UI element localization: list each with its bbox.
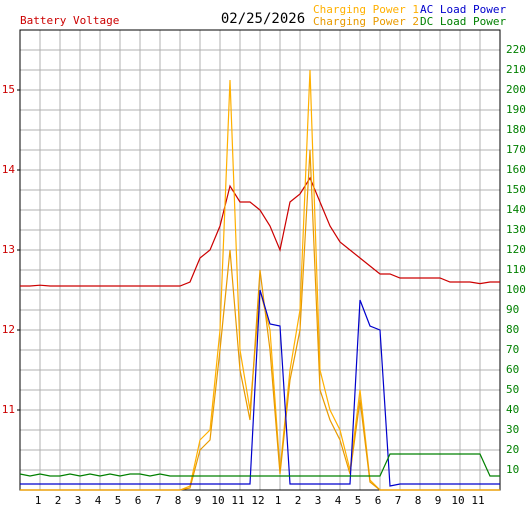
x-tick-label: 5 (355, 494, 362, 507)
x-tick-label: 9 (195, 494, 202, 507)
legend-label: AC Load Power (420, 3, 506, 16)
x-tick-label: 5 (115, 494, 122, 507)
y2-tick-label: 10 (506, 463, 519, 476)
x-tick-label: 3 (75, 494, 82, 507)
y2-tick-label: 30 (506, 423, 519, 436)
y2-tick-label: 160 (506, 163, 526, 176)
y2-tick-label: 170 (506, 143, 526, 156)
y2-tick-label: 60 (506, 363, 519, 376)
series-line (20, 289, 500, 487)
y2-tick-label: 110 (506, 263, 526, 276)
y2-tick-label: 200 (506, 83, 526, 96)
y-tick-label: 11 (2, 403, 15, 416)
x-tick-label: 2 (55, 494, 62, 507)
y2-tick-label: 40 (506, 403, 519, 416)
x-tick-label: 7 (155, 494, 162, 507)
x-tick-label: 8 (175, 494, 182, 507)
y2-tick-label: 50 (506, 383, 519, 396)
x-tick-label: 10 (211, 494, 224, 507)
plot-frame (19, 29, 501, 491)
y2-tick-label: 130 (506, 223, 526, 236)
x-tick-label: 3 (315, 494, 322, 507)
y2-tick-label: 90 (506, 303, 519, 316)
y-axis-label: Battery Voltage (20, 14, 119, 27)
x-tick-label: 2 (295, 494, 302, 507)
x-tick-label: 6 (375, 494, 382, 507)
y2-tick-label: 180 (506, 123, 526, 136)
series-line (19, 453, 500, 477)
y2-tick-label: 210 (506, 63, 526, 76)
x-tick-label: 12 (251, 494, 264, 507)
chart-title: 02/25/2026 (221, 11, 305, 27)
y2-tick-label: 190 (506, 103, 526, 116)
y2-tick-label: 220 (506, 43, 526, 56)
legend-label: Charging Power 2 (313, 15, 419, 28)
y-tick-label: 15 (2, 83, 15, 96)
x-tick-label: 8 (415, 494, 422, 507)
y-tick-label: 13 (2, 243, 15, 256)
y2-tick-label: 150 (506, 183, 526, 196)
series-line (20, 176, 500, 287)
series-line (20, 149, 500, 491)
y2-tick-label: 20 (506, 443, 519, 456)
y2-tick-label: 120 (506, 243, 526, 256)
y-tick-label: 12 (2, 323, 15, 336)
x-tick-label: 4 (335, 494, 342, 507)
x-tick-label: 4 (95, 494, 102, 507)
y2-tick-label: 140 (506, 203, 526, 216)
x-tick-label: 9 (435, 494, 442, 507)
y2-tick-label: 70 (506, 343, 519, 356)
x-tick-label: 1 (275, 494, 282, 507)
x-tick-label: 7 (395, 494, 402, 507)
x-tick-label: 1 (35, 494, 42, 507)
legend-label: Charging Power 1 (313, 3, 419, 16)
legend-label: DC Load Power (420, 15, 506, 28)
y2-tick-label: 100 (506, 283, 526, 296)
x-tick-label: 11 (471, 494, 484, 507)
y2-tick-label: 80 (506, 323, 519, 336)
x-tick-label: 11 (231, 494, 244, 507)
x-tick-label: 10 (451, 494, 464, 507)
x-tick-label: 6 (135, 494, 142, 507)
y-tick-label: 14 (2, 163, 16, 176)
